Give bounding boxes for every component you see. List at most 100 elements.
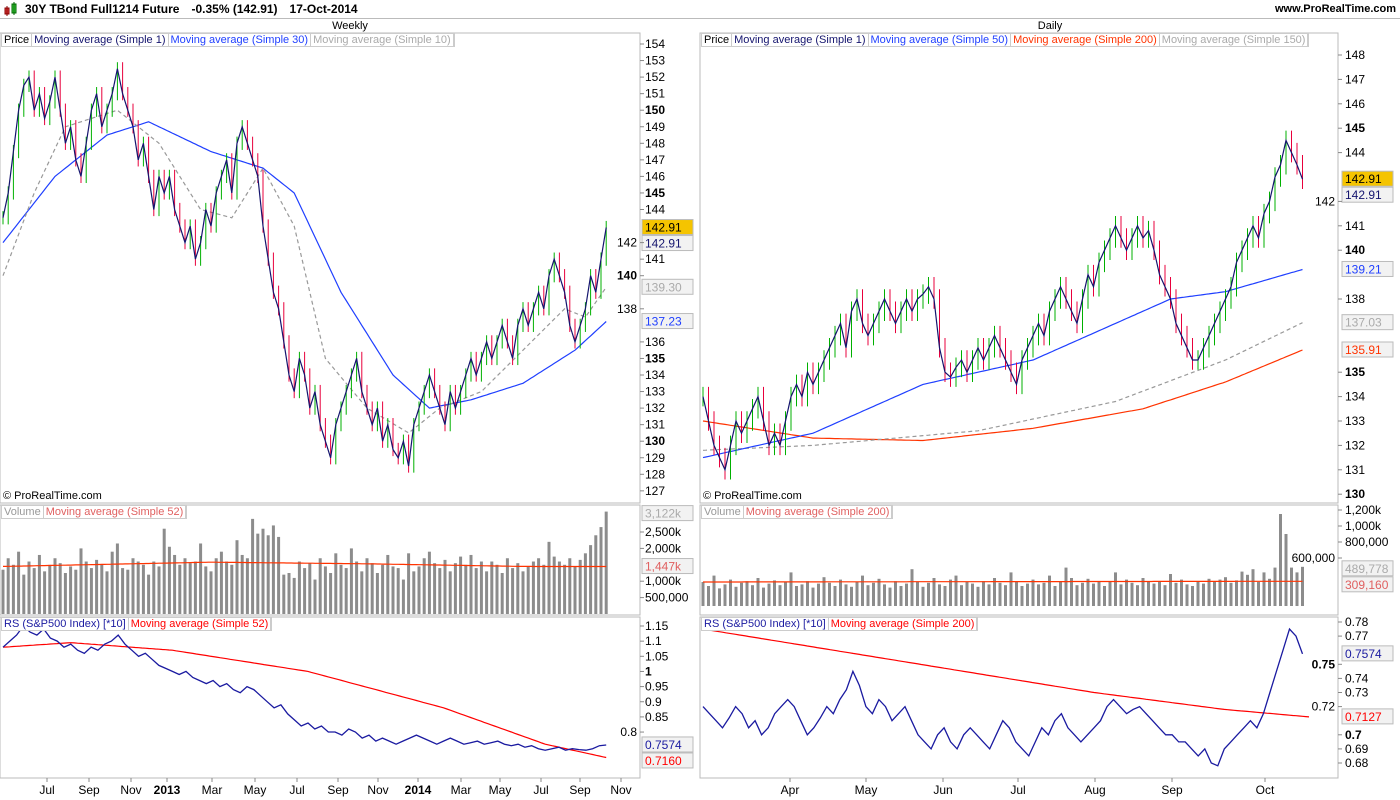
x-axis-label: May (489, 783, 512, 797)
volume-bar (949, 579, 952, 606)
volume-tick-label: 800,000 (1345, 535, 1389, 549)
daily-price-legend-item[interactable]: Moving average (Simple 1) (732, 34, 869, 46)
volume-bar (594, 535, 598, 614)
price-tick-label: 154 (645, 37, 665, 51)
daily-price-legend-item[interactable]: Price (702, 34, 733, 46)
volume-last-tag: 3,122k (645, 507, 682, 521)
x-axis-label: Apr (781, 783, 800, 797)
volume-bar (599, 527, 603, 614)
daily-volume-legend-item[interactable]: Volume (702, 506, 744, 518)
daily-rs-legend-item[interactable]: Moving average (Simple 200) (829, 618, 978, 630)
panel-frame (0, 504, 641, 616)
volume-bar (1081, 582, 1084, 606)
volume-bar (547, 541, 551, 614)
volume-bar (74, 569, 78, 614)
volume-bar (209, 571, 213, 614)
volume-bar (932, 578, 936, 606)
site-link[interactable]: www.ProRealTime.com (1274, 3, 1396, 15)
volume-bar (773, 580, 776, 606)
volume-bar (516, 563, 520, 614)
weekly-price-legend-item[interactable]: Moving average (Simple 1) (32, 34, 169, 46)
volume-bar (386, 554, 390, 614)
rs-tick-label: 0.72 (1312, 700, 1336, 714)
volume-bar (866, 585, 870, 606)
quote-date: 17-Oct-2014 (289, 2, 358, 16)
x-axis-label: Oct (1256, 783, 1275, 797)
volume-bar (526, 566, 530, 614)
volume-ma-tag: 309,160 (1345, 578, 1389, 592)
volume-bar (485, 571, 489, 614)
rs-ma-tag: 0.7160 (645, 754, 682, 768)
volume-bar (365, 558, 369, 614)
volume-bar (230, 564, 234, 614)
volume-bar (453, 563, 457, 614)
volume-bar (604, 511, 608, 614)
volume-bar (22, 574, 26, 614)
volume-bar (712, 575, 716, 606)
panel-frame (699, 504, 1339, 616)
weekly-price-legend-item[interactable]: Price (2, 34, 33, 46)
weekly-rs-legend-item[interactable]: RS (S&P500 Index) [*10] (2, 618, 129, 630)
volume-bar (329, 573, 333, 614)
volume-bar (1257, 582, 1260, 606)
volume-bar (1207, 578, 1211, 606)
price-tick-label: 129 (645, 451, 665, 465)
volume-bar (982, 581, 985, 606)
volume-bar (110, 551, 114, 614)
weekly-volume-legend-item[interactable]: Volume (2, 506, 44, 518)
ma1-tag-box (1341, 186, 1394, 203)
volume-bar (578, 559, 582, 614)
weekly-price-legend-item[interactable]: Moving average (Simple 10) (311, 34, 454, 46)
ma50-line (702, 268, 1303, 459)
volume-bar (1213, 582, 1216, 606)
price-tick-label: 138 (1345, 292, 1365, 306)
daily-price-legend-item[interactable]: Moving average (Simple 50) (869, 34, 1012, 46)
volume-bar (1086, 578, 1090, 606)
volume-bar (214, 558, 218, 614)
volume-bar (1037, 584, 1040, 606)
volume-bar (173, 554, 177, 614)
volume-bar (888, 587, 892, 606)
weekly-volume-legend-item[interactable]: Moving average (Simple 52) (44, 506, 187, 518)
volume-bar (469, 554, 473, 614)
daily-price-legend-item[interactable]: Moving average (Simple 200) (1011, 34, 1160, 46)
volume-bar (1125, 579, 1128, 606)
daily-rs-legend-item[interactable]: RS (S&P500 Index) [*10] (702, 618, 829, 630)
volume-bar (589, 545, 593, 614)
price-change: -0.35% (142.91) (191, 2, 278, 16)
rs-line (702, 627, 1304, 767)
volume-bar (718, 588, 721, 606)
price-tick-label: 145 (645, 186, 665, 200)
volume-bar (822, 577, 826, 606)
volume-bar (235, 540, 239, 614)
daily-volume-legend-item[interactable]: Moving average (Simple 200) (744, 506, 893, 518)
volume-bar (756, 578, 760, 606)
price-tick-label: 138 (617, 302, 637, 316)
volume-bar (58, 563, 62, 614)
volume-bar (178, 564, 182, 614)
price-tick-label: 152 (645, 70, 665, 84)
price-tick-label: 147 (645, 153, 665, 167)
volume-tick-label: 2,500k (645, 525, 682, 539)
volume-bar (412, 571, 416, 614)
volume-bar (1229, 582, 1233, 606)
volume-bar (464, 564, 468, 614)
price-tick-label: 147 (1345, 72, 1365, 86)
volume-bar (1284, 534, 1288, 606)
volume-bar (1185, 584, 1189, 606)
volume-bar (723, 584, 727, 606)
price-tick-label: 144 (645, 203, 665, 217)
volume-bar (1147, 582, 1150, 606)
weekly-price-legend-item[interactable]: Moving average (Simple 30) (169, 34, 312, 46)
daily-price-legend-item[interactable]: Moving average (Simple 150) (1160, 34, 1309, 46)
rs-tick-label: 0.74 (1345, 671, 1369, 685)
volume-bar (199, 543, 203, 614)
price-tick-label: 142 (1315, 194, 1335, 208)
volume-bar (1031, 579, 1035, 606)
ma150-tag-box (1341, 314, 1394, 331)
price-tick-label: 148 (1345, 48, 1365, 62)
volume-bar (1279, 514, 1282, 606)
weekly-rs-legend-item[interactable]: Moving average (Simple 52) (129, 618, 272, 630)
volume-ma-line (703, 580, 1303, 583)
